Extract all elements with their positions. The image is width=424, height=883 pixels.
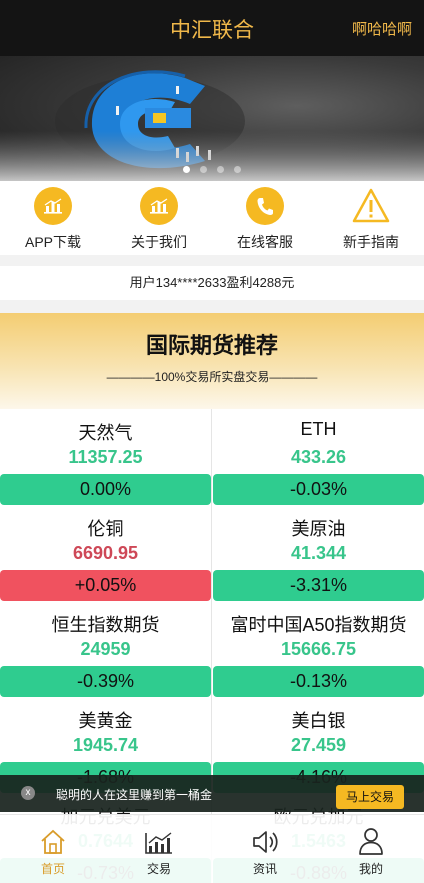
tab-trade[interactable]: 交易 bbox=[106, 827, 212, 877]
futures-price: 433.26 bbox=[290, 447, 347, 467]
app-title: 中汇联合 bbox=[170, 19, 254, 42]
tab-label: 我的 bbox=[358, 862, 383, 876]
futures-price: 41.344 bbox=[290, 543, 347, 563]
tab-label: 交易 bbox=[146, 862, 171, 876]
quick-link-label: 在线客服 bbox=[237, 234, 293, 250]
futures-change: -0.03% bbox=[213, 474, 424, 505]
close-icon[interactable]: x bbox=[21, 786, 35, 800]
trend-chart-icon bbox=[106, 827, 212, 855]
quick-links: APP下载 关于我们 在线客服 新手指南 bbox=[0, 181, 424, 255]
futures-name: 美黄金 bbox=[78, 711, 133, 731]
home-icon bbox=[0, 827, 106, 855]
tab-label: 首页 bbox=[40, 862, 65, 876]
futures-price: 27.459 bbox=[290, 735, 347, 755]
toast-message: 聪明的人在这里赚到第一桶金 bbox=[56, 788, 213, 802]
futures-price: 11357.25 bbox=[68, 447, 143, 467]
futures-promo-header: 国际期货推荐 ————100%交易所实盘交易———— bbox=[0, 313, 424, 409]
phone-icon bbox=[246, 187, 284, 225]
futures-card[interactable]: 伦铜 6690.95 +0.05% bbox=[0, 505, 211, 601]
futures-price: 1945.74 bbox=[72, 735, 139, 755]
quick-link-app-download[interactable]: APP下载 bbox=[0, 187, 106, 252]
chart-icon bbox=[34, 187, 72, 225]
futures-change: 0.00% bbox=[0, 474, 211, 505]
user-icon bbox=[318, 827, 424, 855]
carousel-indicator[interactable] bbox=[183, 166, 241, 173]
futures-price: 24959 bbox=[80, 639, 131, 659]
warning-icon bbox=[352, 187, 390, 225]
quick-link-label: APP下载 bbox=[24, 234, 81, 250]
futures-card[interactable]: 恒生指数期货 24959 -0.39% bbox=[0, 601, 211, 697]
futures-change: -0.39% bbox=[0, 666, 211, 697]
futures-name: 美白银 bbox=[291, 711, 346, 731]
carousel-dot[interactable] bbox=[234, 166, 241, 173]
quick-link-about-us[interactable]: 关于我们 bbox=[106, 187, 212, 252]
hero-banner[interactable] bbox=[0, 56, 424, 181]
tab-profile[interactable]: 我的 bbox=[318, 827, 424, 877]
app-header: 中汇联合 啊哈哈啊 bbox=[0, 0, 424, 56]
quick-link-label: 关于我们 bbox=[131, 234, 187, 250]
tab-home[interactable]: 首页 bbox=[0, 827, 106, 877]
carousel-dot[interactable] bbox=[217, 166, 224, 173]
futures-name: 天然气 bbox=[78, 423, 133, 443]
bottom-tab-bar: 首页 交易 资讯 我的 bbox=[0, 814, 424, 883]
trade-now-button[interactable]: 马上交易 bbox=[336, 785, 404, 809]
carousel-dot[interactable] bbox=[183, 166, 190, 173]
username-link[interactable]: 啊哈哈啊 bbox=[351, 21, 412, 38]
futures-card[interactable]: 美原油 41.344 -3.31% bbox=[213, 505, 424, 601]
promo-subtitle: ————100%交易所实盘交易———— bbox=[106, 370, 318, 384]
futures-price: 6690.95 bbox=[72, 543, 139, 563]
profit-notice: 用户134****2633盈利4288元 bbox=[0, 266, 424, 300]
futures-name: 美原油 bbox=[291, 519, 346, 539]
promo-title: 国际期货推荐 bbox=[145, 333, 278, 358]
quick-link-online-service[interactable]: 在线客服 bbox=[212, 187, 318, 252]
futures-name: ETH bbox=[300, 419, 337, 439]
tab-news[interactable]: 资讯 bbox=[212, 827, 318, 877]
quick-link-beginner-guide[interactable]: 新手指南 bbox=[318, 187, 424, 252]
futures-card[interactable]: ETH 433.26 -0.03% bbox=[213, 409, 424, 505]
carousel-dot[interactable] bbox=[200, 166, 207, 173]
futures-price: 15666.75 bbox=[280, 639, 357, 659]
speaker-icon bbox=[212, 827, 318, 855]
tab-label: 资讯 bbox=[252, 862, 277, 876]
futures-name: 恒生指数期货 bbox=[51, 615, 160, 635]
grid-divider bbox=[211, 409, 212, 883]
futures-name: 伦铜 bbox=[87, 519, 124, 539]
chart-icon bbox=[140, 187, 178, 225]
futures-change: +0.05% bbox=[0, 570, 211, 601]
futures-change: -0.13% bbox=[213, 666, 424, 697]
banner-logo-graphic bbox=[0, 70, 424, 181]
futures-change: -3.31% bbox=[213, 570, 424, 601]
futures-card[interactable]: 富时中国A50指数期货 15666.75 -0.13% bbox=[213, 601, 424, 697]
quick-link-label: 新手指南 bbox=[343, 234, 399, 250]
futures-name: 富时中国A50指数期货 bbox=[230, 615, 407, 635]
promo-toast: x 聪明的人在这里赚到第一桶金 马上交易 bbox=[0, 775, 424, 812]
futures-card[interactable]: 天然气 11357.25 0.00% bbox=[0, 409, 211, 505]
